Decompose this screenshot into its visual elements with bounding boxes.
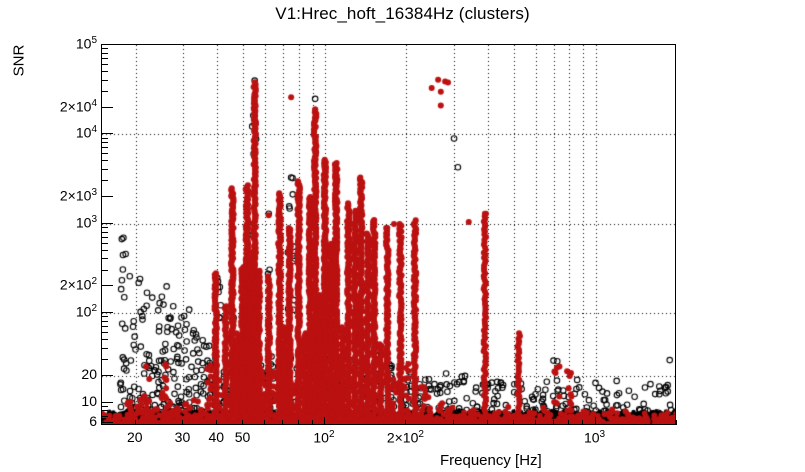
axis-tick: [102, 359, 108, 360]
y-tick-label: 2×104: [59, 97, 97, 115]
x-tick-label: 103: [583, 429, 606, 446]
axis-tick: [102, 58, 108, 59]
scatter-canvas: [102, 45, 675, 424]
axis-tick: [102, 160, 108, 161]
axis-tick: [102, 44, 113, 45]
axis-tick: [102, 153, 108, 154]
axis-tick: [102, 402, 113, 403]
x-tick-label: 40: [208, 429, 225, 445]
x-tick-label: 30: [174, 429, 191, 445]
axis-tick: [102, 142, 108, 143]
y-axis-tick-labels: 105 2×104 104 2×103 103 2×102 102 20 10 6: [0, 0, 97, 472]
y-tick-label: 10: [81, 392, 97, 409]
axis-tick: [216, 420, 217, 425]
x-tick-label: 20: [127, 429, 143, 445]
axis-tick: [102, 169, 108, 170]
axis-tick: [102, 64, 108, 65]
axis-tick: [453, 420, 454, 425]
axis-tick: [405, 420, 406, 425]
axis-tick: [102, 410, 108, 411]
axis-tick: [102, 416, 108, 417]
axis-tick: [102, 321, 108, 322]
axis-tick: [102, 406, 108, 407]
axis-tick: [102, 258, 108, 259]
axis-tick: [102, 332, 108, 333]
axis-tick: [553, 420, 554, 425]
axis-tick: [102, 375, 113, 376]
x-tick-label: 50: [234, 429, 251, 445]
axis-tick: [102, 339, 108, 340]
axis-tick: [324, 417, 325, 425]
y-tick-label: 102: [75, 303, 97, 320]
x-axis-title: Frequency [Hz]: [440, 452, 542, 469]
axis-tick: [102, 326, 108, 327]
axis-tick: [282, 420, 283, 425]
chart-title: V1:Hrec_hoft_16384Hz (clusters): [275, 4, 530, 23]
axis-tick: [102, 80, 108, 81]
plot-frame: [101, 44, 676, 425]
axis-tick: [312, 420, 313, 425]
axis-tick: [595, 417, 596, 425]
y-tick-label: 6: [89, 412, 97, 429]
axis-tick: [102, 237, 108, 238]
axis-tick: [102, 243, 108, 244]
x-tick-label: 102: [313, 429, 335, 446]
axis-tick: [102, 147, 108, 148]
axis-tick: [102, 250, 108, 251]
axis-tick: [102, 348, 108, 349]
axis-tick: [102, 232, 108, 233]
axis-tick: [135, 420, 136, 425]
y-tick-label: 2×103: [59, 186, 97, 204]
axis-tick: [102, 223, 113, 224]
axis-tick: [102, 180, 108, 181]
axis-tick: [298, 420, 299, 425]
axis-tick: [102, 196, 113, 197]
axis-tick: [102, 270, 108, 271]
y-tick-label: 104: [75, 124, 97, 142]
y-tick-label: 2×102: [59, 276, 97, 294]
y-tick-label: 103: [75, 213, 97, 231]
axis-tick: [102, 138, 108, 139]
axis-tick: [182, 420, 183, 425]
y-tick-label: 20: [81, 365, 97, 382]
axis-tick: [513, 420, 514, 425]
axis-tick: [102, 91, 108, 92]
axis-tick: [676, 420, 677, 425]
axis-tick: [582, 420, 583, 425]
axis-tick: [102, 71, 108, 72]
axis-tick: [487, 420, 488, 425]
axis-tick: [102, 422, 113, 423]
axis-tick: [102, 48, 108, 49]
axis-tick: [535, 420, 536, 425]
x-tick-label: 2×102: [386, 429, 424, 446]
axis-tick: [102, 227, 108, 228]
axis-tick: [102, 133, 113, 134]
axis-tick: [242, 420, 243, 425]
axis-tick: [568, 420, 569, 425]
axis-tick: [102, 312, 113, 313]
axis-tick: [102, 53, 108, 54]
axis-tick: [102, 107, 113, 108]
axis-tick: [102, 285, 113, 286]
axis-tick: [264, 420, 265, 425]
axis-tick: [102, 316, 108, 317]
y-tick-label: 105: [75, 35, 97, 52]
